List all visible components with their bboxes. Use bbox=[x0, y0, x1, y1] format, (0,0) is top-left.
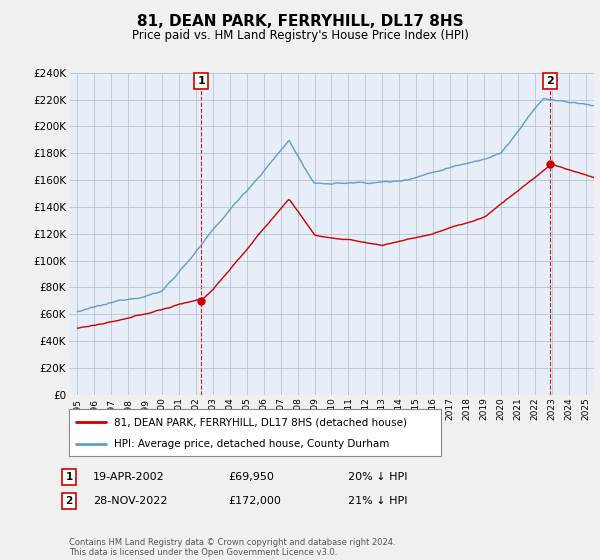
Text: 81, DEAN PARK, FERRYHILL, DL17 8HS: 81, DEAN PARK, FERRYHILL, DL17 8HS bbox=[137, 14, 463, 29]
Text: £172,000: £172,000 bbox=[228, 496, 281, 506]
Text: Price paid vs. HM Land Registry's House Price Index (HPI): Price paid vs. HM Land Registry's House … bbox=[131, 29, 469, 42]
Text: 2: 2 bbox=[65, 496, 73, 506]
Text: 1: 1 bbox=[197, 76, 205, 86]
Text: £69,950: £69,950 bbox=[228, 472, 274, 482]
Text: 2: 2 bbox=[546, 76, 554, 86]
Text: 81, DEAN PARK, FERRYHILL, DL17 8HS (detached house): 81, DEAN PARK, FERRYHILL, DL17 8HS (deta… bbox=[113, 417, 407, 427]
Text: 1: 1 bbox=[65, 472, 73, 482]
Text: 21% ↓ HPI: 21% ↓ HPI bbox=[348, 496, 407, 506]
Text: Contains HM Land Registry data © Crown copyright and database right 2024.
This d: Contains HM Land Registry data © Crown c… bbox=[69, 538, 395, 557]
Text: 20% ↓ HPI: 20% ↓ HPI bbox=[348, 472, 407, 482]
Text: 19-APR-2002: 19-APR-2002 bbox=[93, 472, 165, 482]
Text: HPI: Average price, detached house, County Durham: HPI: Average price, detached house, Coun… bbox=[113, 439, 389, 449]
Text: 28-NOV-2022: 28-NOV-2022 bbox=[93, 496, 167, 506]
